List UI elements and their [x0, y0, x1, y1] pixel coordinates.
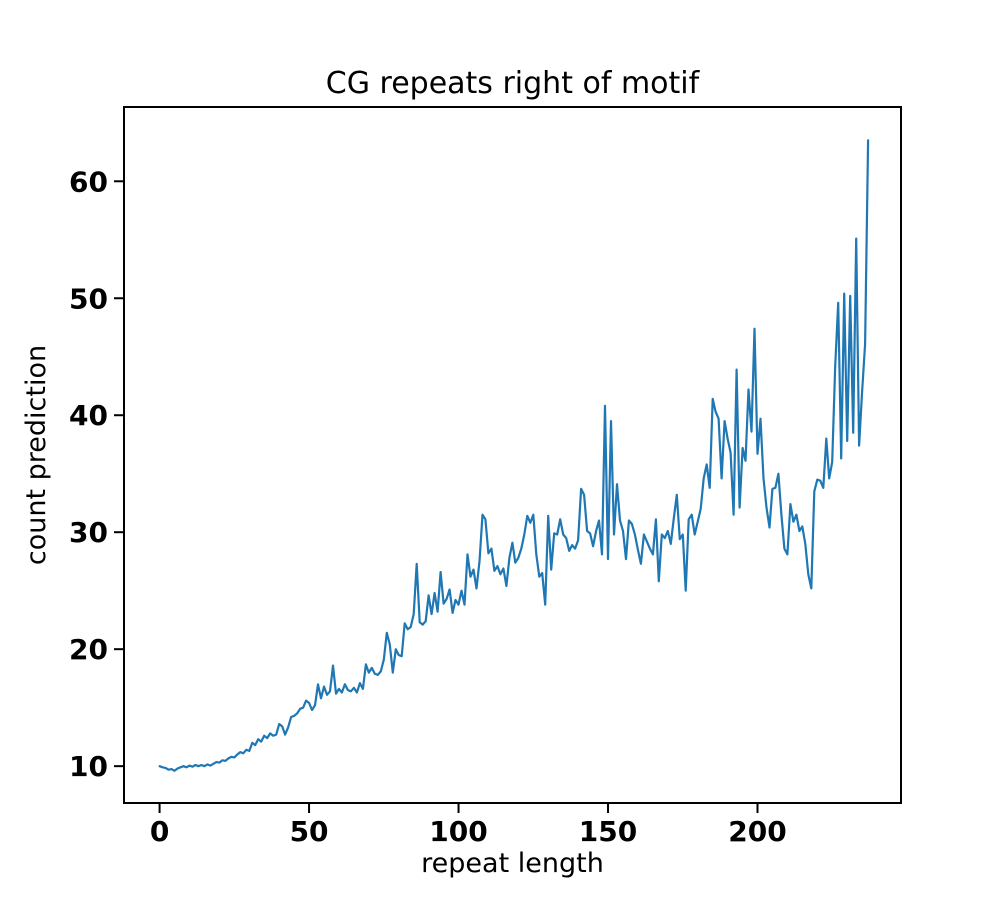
- plot-area: [158, 139, 870, 772]
- y-tick-label: 40: [69, 399, 108, 432]
- x-tick-label: 50: [290, 815, 329, 848]
- y-tick-label: 20: [69, 633, 108, 666]
- axis-tick-labels: 0 50 100 150 200 10 20 30 40 50 60: [69, 165, 787, 848]
- y-tick-label: 60: [69, 165, 108, 198]
- y-tick-label: 30: [69, 516, 108, 549]
- x-tick-label: 0: [150, 815, 169, 848]
- x-tick-label: 100: [429, 815, 487, 848]
- x-axis-label: repeat length: [421, 848, 604, 879]
- x-tick-label: 150: [579, 815, 637, 848]
- data-line: [158, 139, 870, 772]
- x-tick-label: 200: [728, 815, 786, 848]
- chart-title: CG repeats right of motif: [326, 66, 701, 101]
- y-axis-label: count prediction: [21, 345, 52, 565]
- axis-ticks: [114, 180, 759, 813]
- y-tick-label: 50: [69, 282, 108, 315]
- y-tick-label: 10: [69, 750, 108, 783]
- plot-border: [123, 106, 902, 804]
